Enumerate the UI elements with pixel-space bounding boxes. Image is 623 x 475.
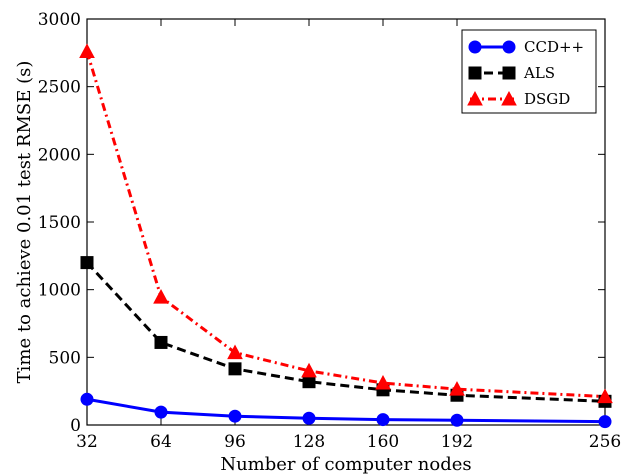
data-point-ccd	[80, 392, 94, 406]
y-axis-title: Time to achieve 0.01 test RMSE (s)	[14, 61, 35, 384]
data-point-dsgd	[449, 381, 465, 396]
legend-marker-als	[468, 66, 482, 80]
data-point-dsgd	[375, 374, 391, 390]
legend-label-als: ALS	[523, 64, 555, 82]
data-point-ccd	[302, 411, 316, 425]
y-tick-label: 2000	[38, 145, 81, 165]
data-point-dsgd	[153, 289, 169, 304]
x-tick-label: 96	[224, 432, 246, 452]
x-tick-label: 192	[441, 432, 473, 452]
axis-ticks: 32 64 96 128 160 192 256 0 500 1000 1500 2000 2500 30…	[38, 10, 621, 452]
series-line-als	[85, 261, 606, 403]
x-tick-label: 64	[150, 432, 172, 452]
data-point-als	[154, 335, 168, 349]
y-tick-label: 2500	[38, 78, 81, 98]
y-tick-label: 1500	[38, 213, 81, 233]
x-tick-label: 160	[367, 432, 399, 452]
data-point-als	[80, 256, 94, 270]
data-point-dsgd	[227, 344, 243, 360]
legend-label-dsgd: DSGD	[524, 90, 570, 108]
data-point-als	[228, 362, 242, 376]
y-tick-label: 500	[49, 348, 81, 368]
data-point-ccd	[598, 415, 612, 429]
x-tick-label: 256	[589, 432, 621, 452]
x-axis-title: Number of computer nodes	[220, 454, 471, 475]
legend-marker-dsgd	[501, 90, 517, 106]
data-point-dsgd	[301, 362, 317, 378]
data-point-dsgd	[79, 43, 95, 58]
legend-marker-als	[502, 66, 516, 80]
data-point-ccd	[376, 413, 390, 427]
legend: CCD++ ALS DSGD	[461, 29, 597, 114]
data-point-ccd	[154, 405, 168, 419]
legend-marker-dsgd	[467, 90, 483, 106]
series-layer	[79, 43, 613, 429]
data-point-ccd	[228, 409, 242, 423]
y-tick-label: 3000	[38, 10, 81, 30]
legend-label-ccd: CCD++	[524, 38, 584, 56]
legend-marker-ccd	[468, 40, 482, 54]
y-tick-label: 1000	[38, 281, 81, 301]
legend-marker-ccd	[502, 40, 516, 54]
data-point-ccd	[450, 413, 464, 427]
x-tick-label: 128	[293, 432, 325, 452]
x-tick-label: 32	[76, 432, 98, 452]
data-point-dsgd	[597, 388, 613, 404]
data-point-als	[302, 375, 316, 389]
y-tick-label: 0	[70, 416, 81, 436]
